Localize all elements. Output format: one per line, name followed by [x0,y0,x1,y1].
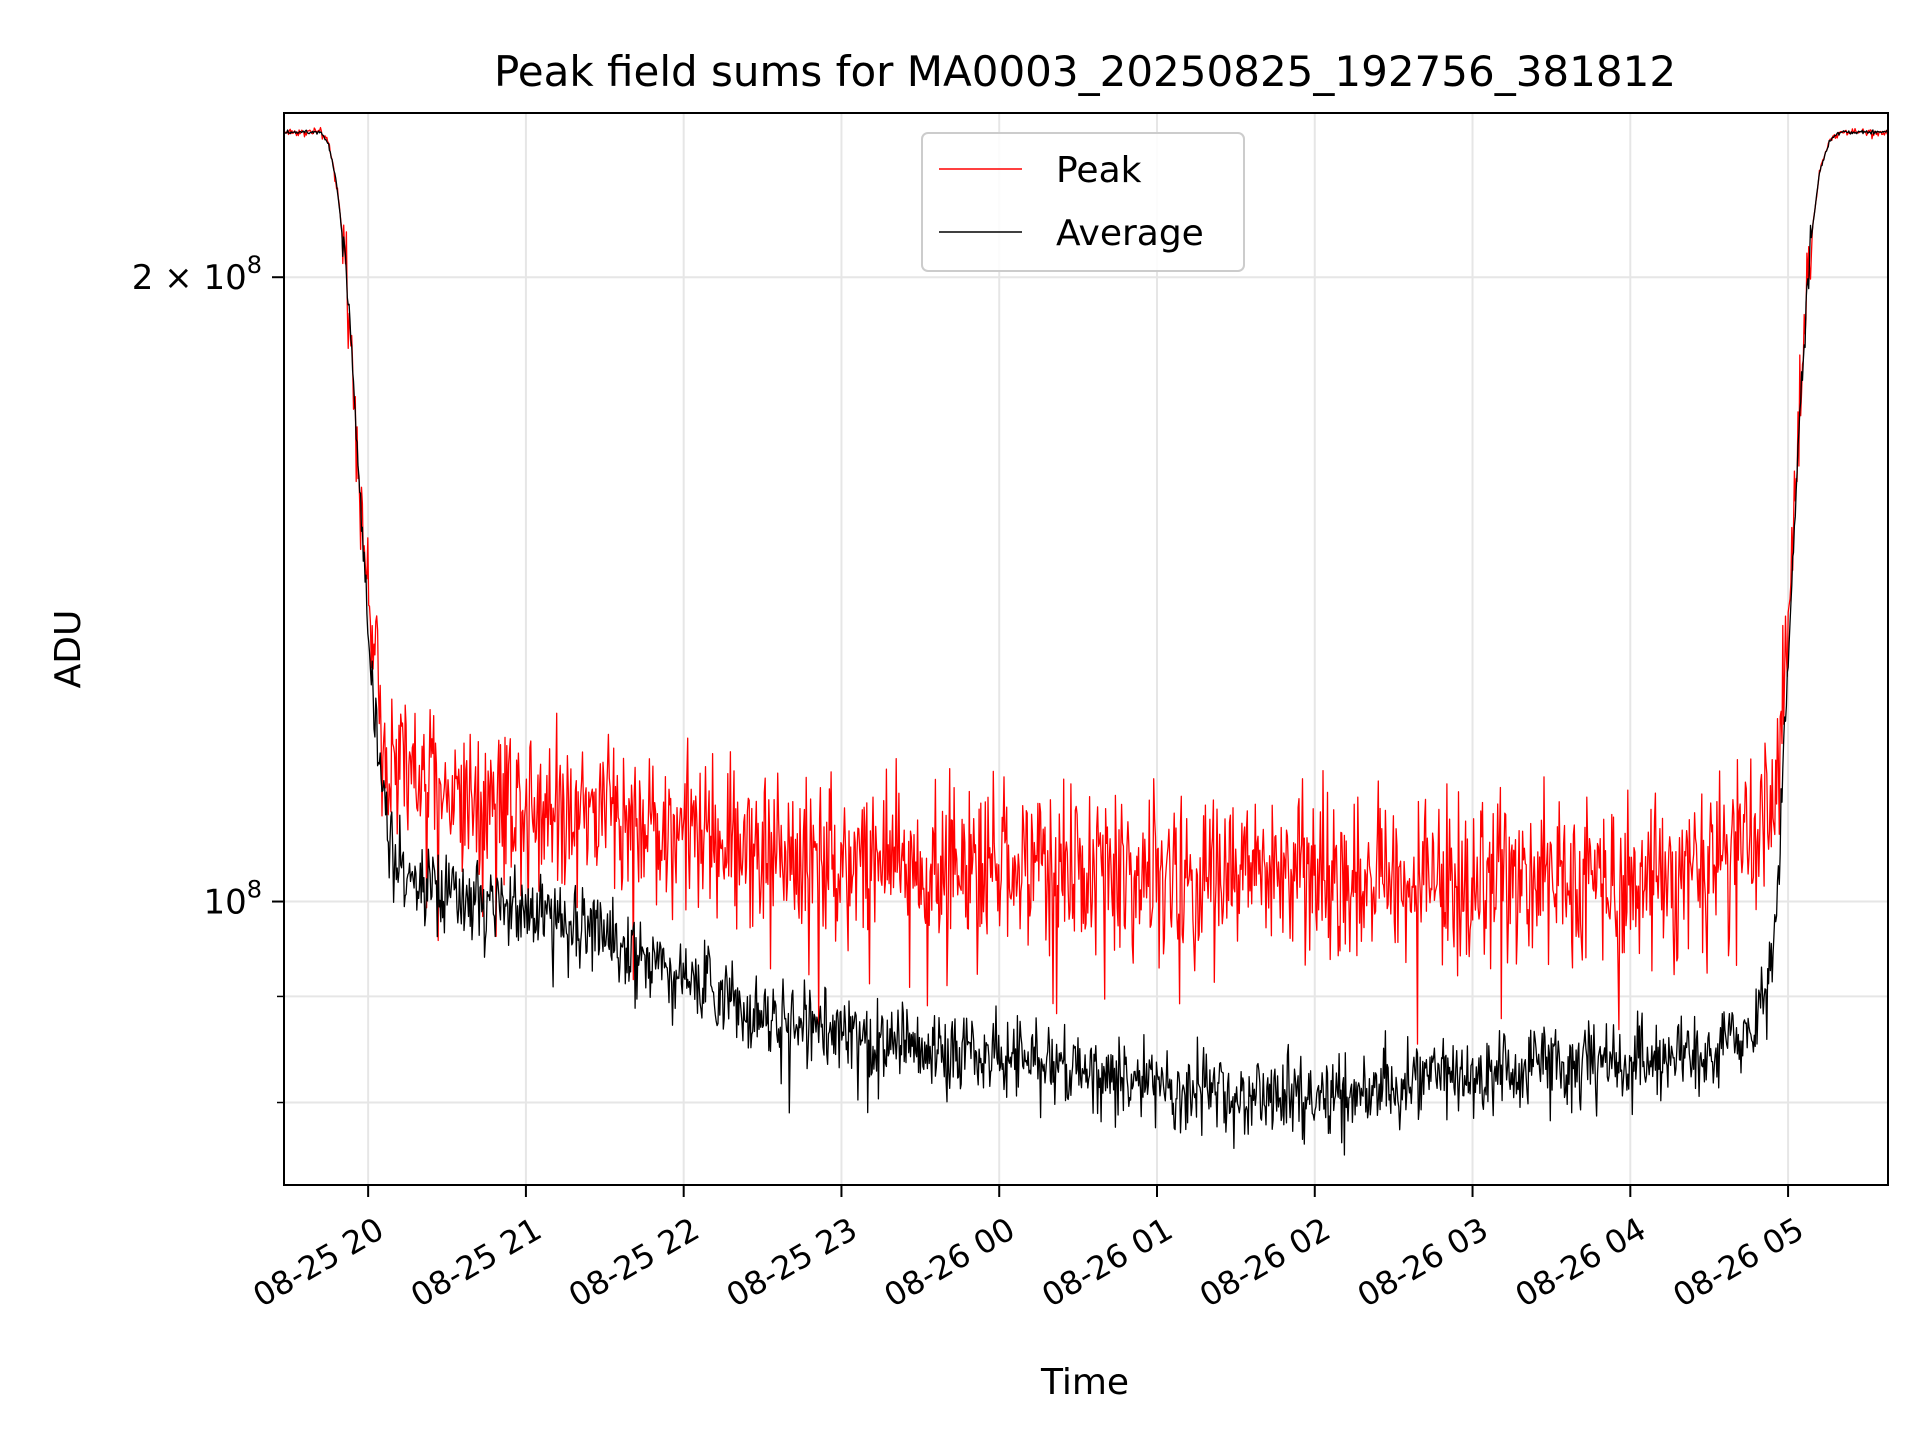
y-tick-label: 108 [203,876,262,923]
legend-box [921,132,1245,272]
series-line-average [284,129,1888,1156]
y-tick-label: 2 × 108 [132,251,262,298]
plot-frame [283,112,1889,1186]
y-axis: 108 2 × 108 [132,251,284,1104]
legend-label-average: Average [1056,213,1204,254]
series-layer [284,126,1888,1156]
chart-title: Peak field sums for MA0003_20250825_1927… [494,47,1676,96]
series-line-peak [284,126,1888,1045]
x-axis-label: Time [1040,1362,1129,1403]
legend-label-peak: Peak [1056,150,1142,191]
legend: Peak Average [921,132,1245,272]
y-axis-label: ADU [48,610,89,689]
